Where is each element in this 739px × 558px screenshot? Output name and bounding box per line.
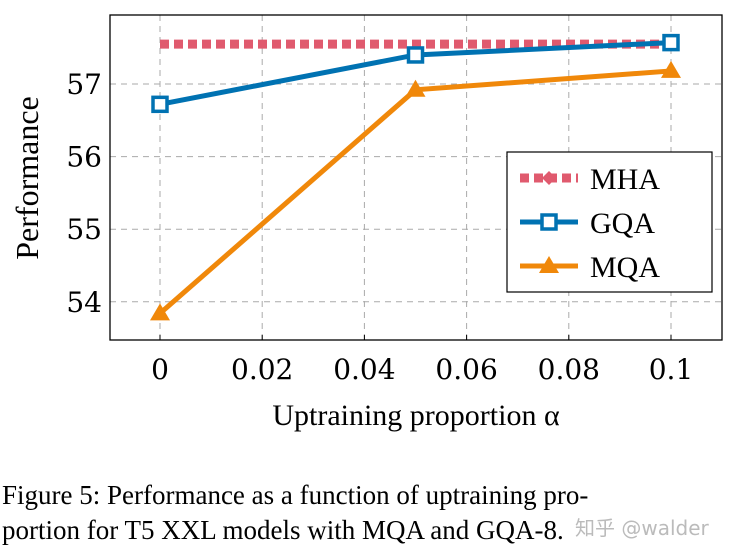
caption-line-1: Figure 5: Performance as a function of u… — [2, 480, 589, 510]
x-tick-label: 0.02 — [231, 353, 293, 386]
y-tick-label: 55 — [66, 213, 102, 246]
x-tick-label: 0.06 — [435, 353, 497, 386]
data-point-gqa — [151, 95, 169, 114]
legend-label-gqa: GQA — [590, 207, 655, 240]
x-tick-label: 0 — [151, 353, 169, 386]
data-point-gqa — [406, 46, 425, 64]
data-point-mqa — [661, 60, 681, 78]
x-tick-label: 0.08 — [538, 353, 600, 386]
plot-frame — [109, 14, 723, 341]
caption-line-2: portion for T5 XXL models with MQA and G… — [2, 515, 564, 545]
y-tick-label: 57 — [66, 68, 102, 101]
y-tick-label: 56 — [66, 141, 102, 174]
legend-marker-mqa — [539, 256, 559, 273]
y-tick-label: 54 — [66, 286, 102, 319]
legend-label-mha: MHA — [590, 163, 660, 196]
legend-marker-mha — [542, 171, 556, 185]
chart: 0 0.02 0.04 0.06 0.08 0.1 54 55 56 57 Uptraining p… — [9, 14, 723, 432]
x-axis-label: Uptraining proportion α — [272, 399, 560, 432]
x-tick-label: 0.1 — [649, 353, 694, 386]
watermark: 知乎 @walder — [575, 516, 709, 540]
x-tick-label: 0.04 — [333, 353, 395, 386]
data-point-mqa — [405, 79, 426, 97]
legend-marker-gqa — [540, 213, 558, 231]
legend-label-mqa: MQA — [590, 251, 660, 284]
data-point-mqa — [150, 303, 170, 321]
data-point-gqa — [662, 33, 680, 52]
y-axis-label: Performance — [9, 96, 45, 259]
